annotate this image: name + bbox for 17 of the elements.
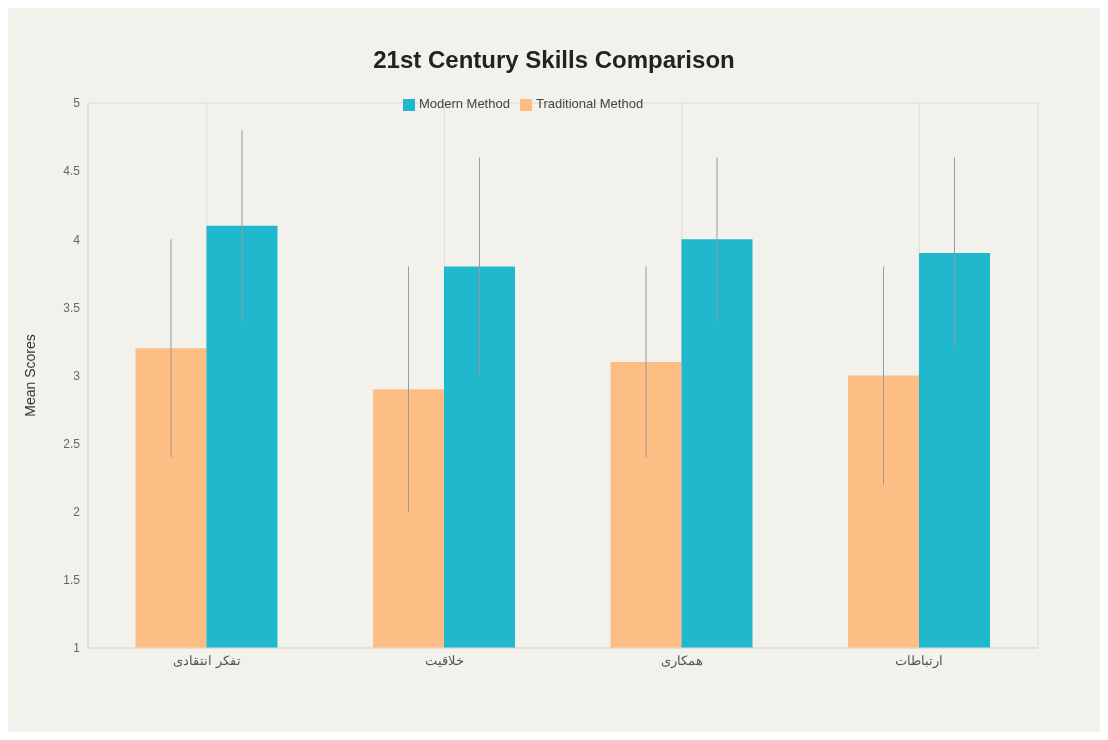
legend-label: Modern Method	[418, 96, 510, 111]
x-tick-label: تفکر انتقادی	[172, 653, 241, 670]
x-tick-label: خلاقیت	[424, 653, 464, 669]
x-tick-label: ارتباطات	[895, 653, 944, 670]
y-tick-label: 4.5	[63, 164, 81, 179]
x-tick-label: همکاری	[660, 653, 703, 670]
y-tick-label: 3.5	[63, 300, 81, 315]
y-tick-label: 1.5	[63, 573, 81, 588]
chart-title: 21st Century Skills Comparison	[372, 46, 736, 74]
y-tick-label: 3	[73, 368, 81, 383]
y-tick-label: 2.5	[63, 436, 81, 451]
y-tick-label: 5	[73, 96, 81, 111]
y-tick-label: 1	[73, 641, 81, 656]
y-tick-label: 4	[73, 232, 81, 247]
y-tick-label: 2	[73, 505, 81, 520]
legend-label: Traditional Method	[535, 96, 644, 111]
y-axis-title: Mean Scores	[21, 334, 38, 417]
